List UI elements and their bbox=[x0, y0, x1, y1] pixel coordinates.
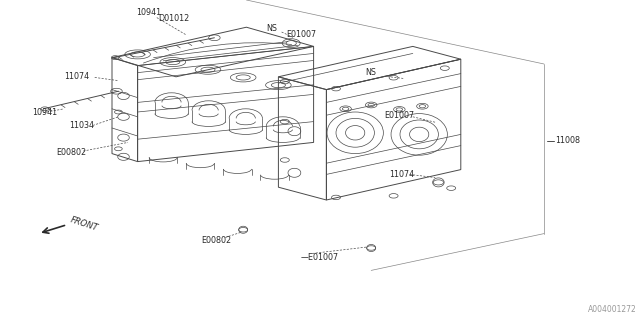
Text: 10941: 10941 bbox=[32, 108, 57, 117]
Text: 10941: 10941 bbox=[136, 8, 161, 17]
Text: A004001272: A004001272 bbox=[588, 305, 637, 314]
Text: FRONT: FRONT bbox=[69, 215, 99, 233]
Text: E01007: E01007 bbox=[286, 30, 316, 39]
Text: 11074: 11074 bbox=[389, 170, 414, 179]
Text: NS: NS bbox=[266, 24, 277, 33]
Text: E00802: E00802 bbox=[56, 148, 86, 157]
Text: E01007: E01007 bbox=[384, 111, 414, 120]
Text: D01012: D01012 bbox=[159, 14, 190, 23]
Text: E00802: E00802 bbox=[202, 236, 232, 245]
Text: 11074: 11074 bbox=[64, 72, 89, 81]
Text: NS: NS bbox=[365, 68, 376, 77]
Text: 11008: 11008 bbox=[556, 136, 580, 145]
Text: —E01007: —E01007 bbox=[301, 253, 339, 262]
Text: 11034: 11034 bbox=[69, 121, 94, 130]
